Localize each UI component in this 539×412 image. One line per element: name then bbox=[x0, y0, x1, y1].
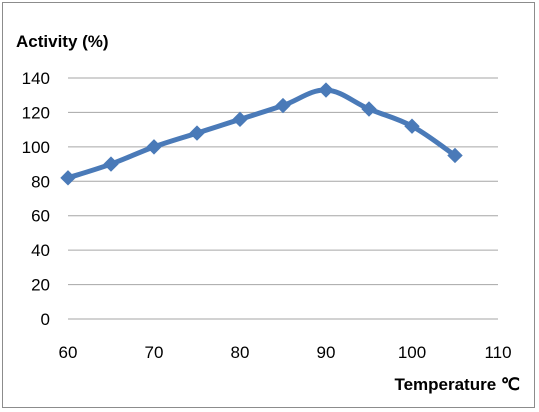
y-tick-label-40: 40 bbox=[31, 241, 50, 260]
y-tick-label-120: 120 bbox=[22, 103, 50, 122]
x-tick-label-60: 60 bbox=[59, 343, 78, 362]
y-tick-label-140: 140 bbox=[22, 69, 50, 88]
x-tick-label-90: 90 bbox=[317, 343, 336, 362]
data-point-70 bbox=[146, 139, 162, 155]
y-axis-title: Activity (%) bbox=[16, 32, 109, 51]
x-tick-label-100: 100 bbox=[398, 343, 426, 362]
data-point-90 bbox=[318, 82, 334, 98]
x-axis-title: Temperature ℃ bbox=[394, 375, 520, 394]
y-axis-tick-labels: 0 20 40 60 80 100 120 140 bbox=[22, 69, 50, 329]
y-tick-label-60: 60 bbox=[31, 207, 50, 226]
x-tick-label-80: 80 bbox=[231, 343, 250, 362]
x-tick-label-110: 110 bbox=[484, 343, 511, 362]
y-tick-label-0: 0 bbox=[41, 310, 50, 329]
data-point-105 bbox=[447, 147, 463, 164]
series-activity bbox=[60, 82, 463, 186]
data-point-85 bbox=[275, 97, 291, 114]
data-point-60 bbox=[60, 170, 76, 186]
y-tick-label-20: 20 bbox=[31, 276, 50, 295]
data-point-100 bbox=[404, 118, 420, 134]
series-line-0 bbox=[65, 87, 458, 181]
y-tick-label-80: 80 bbox=[31, 172, 50, 191]
chart-frame bbox=[2, 2, 535, 408]
y-tick-label-100: 100 bbox=[22, 138, 50, 157]
data-point-80 bbox=[232, 111, 248, 128]
data-point-75 bbox=[189, 125, 205, 141]
data-point-65 bbox=[103, 156, 119, 172]
x-tick-label-70: 70 bbox=[145, 343, 164, 362]
x-axis-tick-labels: 60 70 80 90 100 110 bbox=[59, 343, 512, 362]
data-point-95 bbox=[361, 101, 377, 117]
gridlines bbox=[68, 77, 498, 320]
